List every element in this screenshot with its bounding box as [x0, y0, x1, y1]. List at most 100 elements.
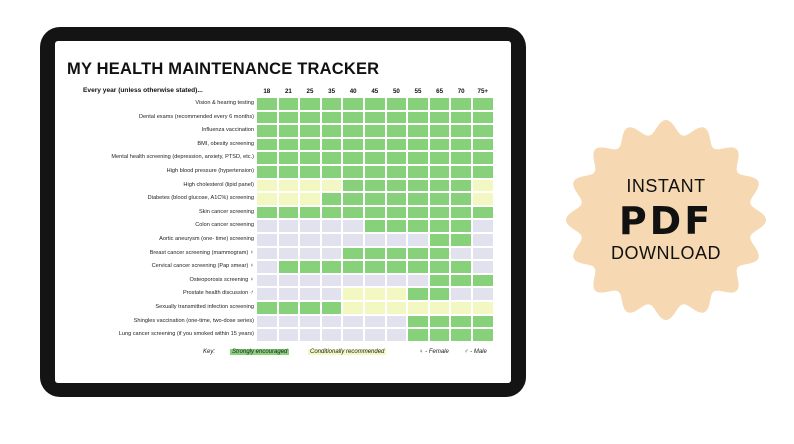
grid-cell	[277, 97, 300, 111]
grid-cell	[342, 110, 364, 125]
grid-cell	[385, 124, 408, 138]
grid-cell	[256, 219, 278, 233]
grid-cell	[407, 219, 429, 233]
row-label: Aortic aneurysm (one- time) screening	[159, 236, 254, 242]
grid-cell	[364, 151, 386, 165]
grid-cell	[385, 110, 408, 125]
grid-cell	[407, 151, 429, 165]
row-label: Diabetes (blood glucose, A1C%) screening	[147, 195, 254, 202]
grid-cell	[256, 178, 278, 193]
grid-cell	[256, 301, 278, 315]
grid-cell	[299, 137, 321, 152]
grid-cell	[428, 178, 451, 193]
grid-cell	[450, 137, 472, 152]
grid-cell	[472, 151, 494, 165]
grid-cell	[342, 151, 364, 165]
grid-cell	[450, 287, 472, 301]
grid-cell	[320, 246, 343, 261]
grid-cell	[385, 287, 408, 301]
grid-cell	[299, 124, 321, 138]
grid-cell	[385, 314, 408, 329]
grid-cell	[472, 192, 494, 206]
grid-cell	[385, 328, 408, 342]
grid-cell	[299, 97, 321, 111]
grid-cell	[342, 165, 364, 179]
key-male: ♂ - Male	[464, 349, 487, 355]
grid-cell	[364, 287, 386, 301]
page-title: MY HEALTH MAINTENANCE TRACKER	[67, 60, 380, 78]
grid-cell	[320, 192, 343, 206]
grid-cell	[472, 97, 494, 111]
grid-cell	[342, 328, 364, 342]
grid-cell	[256, 124, 278, 138]
grid-cell	[277, 165, 300, 179]
grid-cell	[407, 205, 429, 220]
grid-cell	[407, 178, 429, 193]
grid-cell	[385, 178, 408, 193]
grid-cell	[385, 246, 408, 261]
grid-cell	[385, 151, 408, 165]
grid-cell	[342, 260, 364, 274]
grid-cell	[364, 192, 386, 206]
grid-cell	[450, 110, 472, 125]
grid-cell	[385, 273, 408, 288]
grid-cell	[299, 273, 321, 288]
grid-cell	[428, 314, 451, 329]
grid-cell	[277, 301, 300, 315]
grid-cell	[472, 301, 494, 315]
grid-cell	[364, 301, 386, 315]
age-header: 45	[371, 88, 379, 95]
grid-cell	[450, 233, 472, 247]
grid-cell	[364, 219, 386, 233]
grid-cell	[428, 273, 451, 288]
grid-cell	[385, 192, 408, 206]
grid-cell	[277, 314, 300, 329]
grid-cell	[472, 273, 494, 288]
grid-cell	[450, 205, 472, 220]
grid-cell	[407, 165, 429, 179]
key-female: ♀ - Female	[419, 349, 449, 355]
age-header: 65	[436, 88, 444, 95]
grid-cell	[277, 260, 300, 274]
key-strong: Strongly encouraged	[230, 349, 290, 355]
age-header: 35	[328, 88, 336, 95]
grid-cell	[256, 205, 278, 220]
row-label: Prostate health discussion ♂	[182, 290, 254, 297]
grid-cell	[342, 97, 364, 111]
grid-cell	[342, 124, 364, 138]
grid-cell	[428, 287, 451, 301]
grid-cell	[364, 165, 386, 179]
grid-cell	[277, 137, 300, 152]
grid-cell	[472, 205, 494, 220]
grid-cell	[342, 301, 364, 315]
grid-cell	[364, 246, 386, 261]
badge-line-pdf: PDF	[618, 199, 714, 243]
grid-cell	[385, 219, 408, 233]
grid-cell	[299, 233, 321, 247]
row-label: High cholesterol (lipid panel)	[183, 181, 254, 188]
grid-cell	[472, 314, 494, 329]
grid-cell	[342, 314, 364, 329]
age-header: 21	[284, 88, 292, 95]
grid-cell	[450, 124, 472, 138]
grid-cell	[256, 246, 278, 261]
grid-cell	[450, 328, 472, 342]
grid-cell	[277, 287, 300, 301]
grid-cell	[320, 178, 343, 193]
grid-cell	[277, 178, 300, 193]
grid-cell	[256, 165, 278, 179]
grid-cell	[320, 151, 343, 165]
grid-cell	[299, 260, 321, 274]
grid-cell	[256, 260, 278, 274]
grid-cell	[364, 124, 386, 138]
grid-cell	[450, 165, 472, 179]
grid-cell	[428, 97, 451, 111]
grid-cell	[450, 260, 472, 274]
grid-cell	[364, 260, 386, 274]
grid-cell	[342, 205, 364, 220]
row-label: Shingles vaccination (one-time, two-dose…	[133, 317, 254, 324]
grid-cell	[472, 124, 494, 138]
grid-cell	[364, 97, 386, 111]
grid-cell	[407, 137, 429, 152]
key-conditional: Conditionally recommended	[308, 349, 387, 355]
